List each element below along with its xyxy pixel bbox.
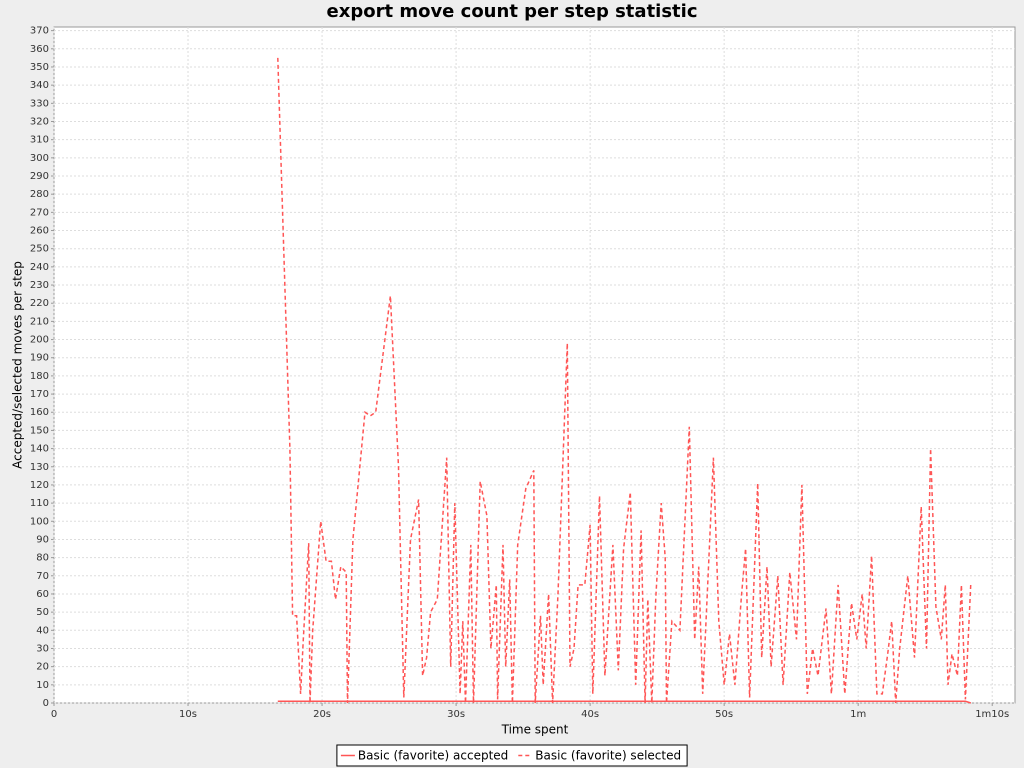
y-tick-label: 290 — [30, 171, 49, 182]
series-line — [277, 700, 972, 704]
x-tick-label: 1m10s — [975, 709, 1009, 720]
y-tick-label: 120 — [30, 480, 49, 491]
y-tick-label: 340 — [30, 80, 49, 91]
y-tick-label: 270 — [30, 207, 49, 218]
y-tick-label: 330 — [30, 98, 49, 109]
y-tick-label: 90 — [36, 534, 49, 545]
y-tick-label: 70 — [36, 571, 49, 582]
y-tick-label: 40 — [36, 625, 49, 636]
y-tick-label: 150 — [30, 425, 49, 436]
legend-box — [336, 744, 688, 767]
x-tick-label: 30s — [447, 709, 465, 720]
x-tick-label: 0 — [51, 709, 57, 720]
y-tick-label: 320 — [30, 116, 49, 127]
y-tick-label: 180 — [30, 371, 49, 382]
y-tick-label: 130 — [30, 462, 49, 473]
y-tick-label: 110 — [30, 498, 49, 509]
y-tick-label: 190 — [30, 353, 49, 364]
y-tick-label: 300 — [30, 153, 49, 164]
y-tick-label: 200 — [30, 335, 49, 346]
y-tick-label: 280 — [30, 189, 49, 200]
y-tick-label: 0 — [43, 698, 49, 709]
series-line — [277, 57, 972, 704]
y-tick-label: 140 — [30, 444, 49, 455]
y-tick-label: 240 — [30, 262, 49, 273]
y-tick-label: 230 — [30, 280, 49, 291]
y-axis-label: Accepted/selected moves per step — [11, 261, 25, 469]
y-tick-label: 100 — [30, 516, 49, 527]
y-tick-label: 50 — [36, 607, 49, 618]
x-tick-label: 1m — [850, 709, 866, 720]
legend-label: Basic (favorite) selected — [535, 749, 681, 763]
x-tick-label: 20s — [313, 709, 331, 720]
y-tick-label: 220 — [30, 298, 49, 309]
y-tick-label: 30 — [36, 643, 49, 654]
chart-title: export move count per step statistic — [327, 1, 698, 22]
y-tick-label: 20 — [36, 662, 49, 673]
y-tick-label: 360 — [30, 44, 49, 55]
y-tick-label: 260 — [30, 226, 49, 237]
y-tick-label: 170 — [30, 389, 49, 400]
x-tick-label: 10s — [179, 709, 197, 720]
x-axis-label: Time spent — [501, 723, 569, 737]
y-tick-label: 60 — [36, 589, 49, 600]
x-tick-label: 40s — [581, 709, 599, 720]
y-tick-label: 80 — [36, 553, 49, 564]
x-tick-label: 50s — [715, 709, 733, 720]
lines — [277, 57, 972, 704]
y-tick-label: 250 — [30, 244, 49, 255]
y-tick-label: 310 — [30, 135, 49, 146]
y-tick-label: 350 — [30, 62, 49, 73]
y-tick-label: 210 — [30, 316, 49, 327]
legend: Basic (favorite) accepted Basic (favorite… — [336, 744, 688, 767]
y-tick-label: 160 — [30, 407, 49, 418]
y-tick-label: 10 — [36, 680, 49, 691]
legend-label: Basic (favorite) accepted — [358, 749, 508, 763]
y-tick-label: 370 — [30, 26, 49, 37]
